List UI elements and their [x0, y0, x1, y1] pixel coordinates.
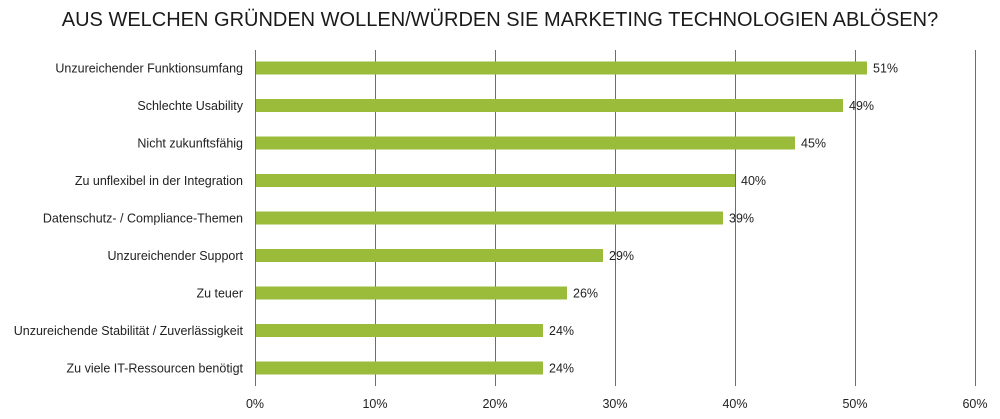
bar [256, 136, 795, 150]
bar [256, 99, 843, 112]
bars [256, 61, 867, 375]
bar [256, 211, 723, 225]
category-label: Zu unflexibel in der Integration [75, 174, 243, 188]
value-label: 51% [873, 62, 898, 76]
x-axis-tick-labels: 0% 10% 20% 30% 40% 50% 60% [246, 397, 988, 411]
value-label: 49% [849, 99, 874, 113]
value-label: 24% [549, 324, 574, 338]
category-label: Zu teuer [196, 287, 243, 301]
value-label: 29% [609, 249, 634, 263]
x-tick-label: 60% [962, 397, 987, 411]
bar [256, 324, 543, 337]
bar [256, 361, 543, 375]
value-label: 40% [741, 174, 766, 188]
bar [256, 249, 603, 262]
category-label: Unzureichender Support [108, 249, 244, 263]
bar [256, 174, 735, 187]
x-tick-label: 10% [362, 397, 387, 411]
category-label: Nicht zukunftsfähig [137, 137, 243, 151]
category-label: Unzureichender Funktionsumfang [55, 62, 243, 76]
x-tick-label: 40% [722, 397, 747, 411]
x-tick-label: 0% [246, 397, 264, 411]
category-label: Datenschutz- / Compliance-Themen [43, 212, 243, 226]
bar [256, 61, 867, 75]
value-labels: 51% 49% 45% 40% 39% 29% 26% 24% 24% [549, 62, 898, 376]
bar [256, 286, 567, 300]
value-label: 45% [801, 137, 826, 151]
category-label: Schlechte Usability [137, 99, 243, 113]
category-labels: Unzureichender Funktionsumfang Schlechte … [14, 62, 244, 376]
category-label: Unzureichende Stabilität / Zuverlässigke… [14, 324, 244, 338]
x-tick-label: 50% [842, 397, 867, 411]
x-tick-label: 20% [482, 397, 507, 411]
chart-title: AUS WELCHEN GRÜNDEN WOLLEN/WÜRDEN SIE MA… [61, 9, 939, 31]
value-label: 26% [573, 287, 598, 301]
value-label: 39% [729, 212, 754, 226]
category-label: Zu viele IT-Ressourcen benötigt [67, 362, 244, 376]
value-label: 24% [549, 362, 574, 376]
x-tick-label: 30% [602, 397, 627, 411]
